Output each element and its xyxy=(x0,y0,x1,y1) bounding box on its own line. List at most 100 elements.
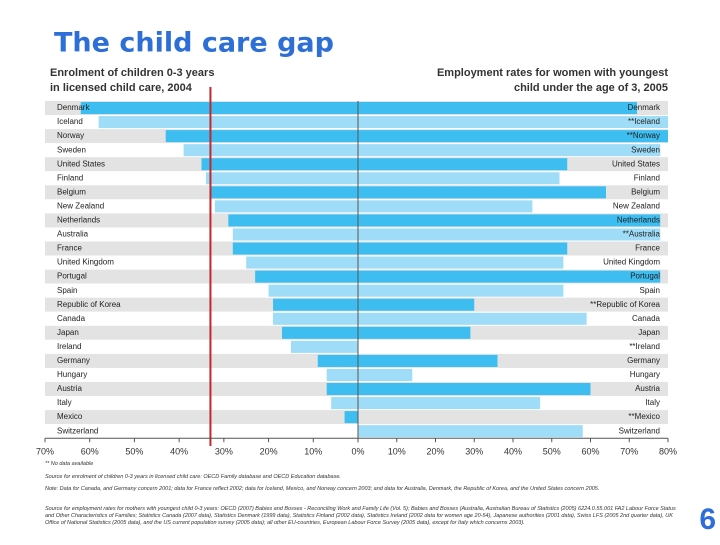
bar xyxy=(326,368,358,381)
category-label: Portugal xyxy=(57,272,87,281)
bar xyxy=(358,397,541,410)
bar xyxy=(358,228,661,241)
bar xyxy=(358,270,661,283)
bar xyxy=(232,242,358,255)
footnote-box: Note: Data for Canada, and Germany conce… xyxy=(45,486,600,492)
bar xyxy=(98,116,359,129)
footnote-box: ** No data available xyxy=(45,461,94,467)
footnote: Source for enrolment of children 0-3 yea… xyxy=(45,474,341,480)
bar xyxy=(201,158,358,171)
category-label: Spain xyxy=(57,286,77,295)
bar xyxy=(358,130,668,143)
bar xyxy=(228,214,358,227)
bar xyxy=(358,256,564,269)
category-label: **Mexico xyxy=(628,412,660,421)
bar xyxy=(358,284,564,297)
bar xyxy=(183,144,358,157)
category-label: United Kingdom xyxy=(57,258,114,267)
bar xyxy=(165,130,358,143)
category-label: Germany xyxy=(57,356,90,365)
category-label: Sweden xyxy=(631,145,660,154)
category-label: Netherlands xyxy=(57,216,100,225)
bar xyxy=(358,312,587,325)
bar xyxy=(358,298,475,311)
bar xyxy=(80,102,359,115)
bar xyxy=(281,326,358,339)
bar xyxy=(358,368,413,381)
category-label: Germany xyxy=(627,356,660,365)
x-tick-label: 30% xyxy=(215,446,233,456)
x-tick-label: 20% xyxy=(260,446,278,456)
category-label: Belgium xyxy=(631,187,660,196)
category-label: Denmark xyxy=(628,103,661,112)
x-tick-label: 20% xyxy=(426,446,444,456)
bar xyxy=(358,102,637,115)
category-label: United Kingdom xyxy=(603,258,660,267)
panel-title: Enrolment of children 0-3 years xyxy=(50,67,214,79)
bar xyxy=(358,144,661,157)
bar xyxy=(214,200,358,213)
bar xyxy=(317,354,358,367)
category-label: Japan xyxy=(638,328,660,337)
footnote: Source for employment rates for mothers … xyxy=(45,506,676,526)
category-label: **Ireland xyxy=(629,342,660,351)
bar xyxy=(290,340,358,353)
category-label: Hungary xyxy=(630,370,660,379)
footnote: ** No data available xyxy=(45,461,94,467)
x-tick-label: 70% xyxy=(620,446,638,456)
category-label: Finland xyxy=(634,173,660,182)
panel-title: Employment rates for women with youngest xyxy=(437,67,668,79)
category-label: Hungary xyxy=(57,370,87,379)
category-label: Switzerland xyxy=(57,426,98,435)
category-label: Mexico xyxy=(57,412,83,421)
page-number: 6 xyxy=(699,503,716,536)
category-label: Netherlands xyxy=(617,216,660,225)
category-label: Republic of Korea xyxy=(57,300,121,309)
category-label: Sweden xyxy=(57,145,86,154)
bar xyxy=(273,312,358,325)
category-label: United States xyxy=(612,159,660,168)
bar xyxy=(210,186,358,199)
category-label: New Zealand xyxy=(57,201,104,210)
category-label: Italy xyxy=(645,398,660,407)
category-label: Norway xyxy=(57,131,84,140)
bar xyxy=(358,200,533,213)
bar xyxy=(358,383,591,396)
x-tick-label: 10% xyxy=(388,446,406,456)
bar xyxy=(358,214,661,227)
x-tick-label: 50% xyxy=(543,446,561,456)
bar xyxy=(331,397,358,410)
bar xyxy=(358,425,583,438)
panel-title: in licensed child care, 2004 xyxy=(50,82,193,94)
x-tick-label: 60% xyxy=(581,446,599,456)
footnote: Note: Data for Canada, and Germany conce… xyxy=(45,486,600,492)
page-title: The child care gap xyxy=(54,28,334,59)
x-tick-label: 40% xyxy=(504,446,522,456)
category-label: **Australia xyxy=(623,230,661,239)
category-label: **Norway xyxy=(627,131,660,140)
panel-title: child under the age of 3, 2005 xyxy=(514,82,668,94)
x-tick-label: 80% xyxy=(659,446,677,456)
category-label: New Zealand xyxy=(613,201,660,210)
category-label: Japan xyxy=(57,328,79,337)
category-label: Belgium xyxy=(57,187,86,196)
bar xyxy=(358,326,471,339)
category-label: Ireland xyxy=(57,342,81,351)
x-tick-label: 0% xyxy=(351,446,364,456)
category-label: Italy xyxy=(57,398,72,407)
category-label: Austria xyxy=(635,384,660,393)
category-label: Finland xyxy=(57,173,83,182)
category-label: United States xyxy=(57,159,105,168)
bar xyxy=(358,158,568,171)
bar xyxy=(358,242,568,255)
category-label: **Iceland xyxy=(628,117,660,126)
bar xyxy=(358,116,668,129)
category-label: Spain xyxy=(640,286,660,295)
x-tick-label: 10% xyxy=(304,446,322,456)
footnotes: ** No data available Source for enrolment… xyxy=(45,461,676,526)
category-label: France xyxy=(57,244,82,253)
category-label: Canada xyxy=(57,314,86,323)
bar xyxy=(268,284,358,297)
bar xyxy=(255,270,358,283)
